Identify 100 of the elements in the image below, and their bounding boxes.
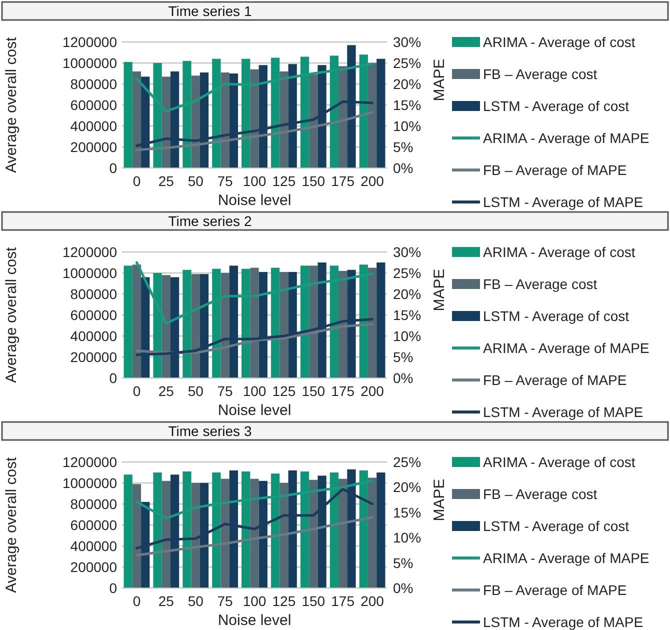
bar	[124, 474, 132, 588]
y2-tick-label: 10%	[393, 328, 422, 344]
bar	[376, 262, 386, 378]
x-tick-label: 175	[331, 173, 355, 189]
x-tick-label: 125	[272, 383, 296, 399]
y-tick-label: 0	[109, 580, 118, 596]
bar	[124, 62, 132, 168]
chart-title: Time series 1	[168, 3, 252, 19]
x-tick-label: 0	[132, 383, 141, 399]
y-tick-label: 200000	[70, 139, 118, 155]
bar	[162, 275, 170, 378]
x-tick-label: 150	[302, 593, 326, 609]
bar	[191, 76, 200, 168]
bar	[124, 266, 132, 378]
y2-tick-label: 30%	[393, 34, 422, 50]
x-tick-label: 50	[188, 593, 204, 609]
legend-label: ARIMA - Average of cost	[483, 244, 636, 260]
x-tick-label: 25	[158, 593, 174, 609]
y2-tick-label: 25%	[393, 265, 422, 281]
x-axis-title: Noise level	[218, 192, 292, 209]
y-tick-label: 200000	[70, 559, 118, 575]
bar	[220, 273, 230, 378]
bar	[191, 274, 200, 378]
bar	[338, 66, 348, 168]
x-tick-label: 125	[272, 173, 296, 189]
y2-tick-label: 25%	[393, 55, 422, 71]
y-tick-label: 600000	[70, 307, 118, 323]
legend-label: LSTM - Average of cost	[483, 308, 630, 324]
x-tick-label: 125	[272, 593, 296, 609]
bar	[250, 478, 259, 588]
legend-label: LSTM - Average of MAPE	[483, 404, 644, 420]
bar	[191, 483, 200, 588]
x-tick-label: 75	[217, 593, 234, 609]
y2-tick-label: 20%	[393, 479, 422, 496]
x-tick-label: 175	[331, 383, 355, 399]
x-tick-label: 25	[158, 383, 174, 399]
y2-tick-label: 20%	[393, 286, 422, 302]
x-tick-label: 150	[302, 383, 326, 399]
legend-label: ARIMA - Average of MAPE	[483, 340, 650, 356]
y2-tick-label: 25%	[393, 454, 422, 470]
x-tick-label: 175	[331, 593, 355, 609]
y-tick-label: 1000000	[62, 265, 118, 281]
y-axis-title: Average overall cost	[3, 246, 20, 383]
y-tick-label: 200000	[70, 349, 118, 365]
bar	[309, 480, 318, 588]
y2-tick-label: 0%	[393, 370, 414, 386]
bar	[162, 480, 170, 588]
legend-label: FB – Average of MAPE	[483, 162, 627, 178]
y-tick-label: 600000	[70, 97, 118, 113]
y2-tick-label: 30%	[393, 244, 422, 260]
x-tick-label: 75	[217, 383, 234, 399]
bar	[376, 58, 386, 168]
y2-tick-label: 15%	[393, 504, 422, 520]
bar	[132, 71, 142, 168]
y-tick-label: 400000	[70, 538, 118, 554]
bar	[132, 484, 142, 588]
y-tick-label: 1000000	[62, 475, 118, 491]
x-tick-label: 100	[242, 593, 266, 609]
legend-label: ARIMA - Average of cost	[483, 34, 636, 50]
x-tick-label: 150	[302, 173, 326, 189]
x-tick-label: 200	[360, 593, 384, 609]
legend-label: FB – Average of MAPE	[483, 582, 627, 598]
y-tick-label: 800000	[70, 496, 118, 512]
y-axis-title: Average overall cost	[3, 36, 20, 173]
y-tick-label: 1200000	[62, 454, 118, 470]
y-tick-label: 1000000	[62, 55, 118, 71]
y-tick-label: 800000	[70, 286, 118, 302]
chart-title: Time series 2	[168, 213, 252, 229]
legend-label: LSTM - Average of cost	[483, 98, 630, 114]
bar	[220, 72, 230, 168]
y2-tick-label: 5%	[393, 554, 414, 571]
bar	[368, 268, 377, 378]
legend-label: FB – Average cost	[483, 486, 598, 502]
bar	[220, 478, 230, 588]
legend-label: LSTM - Average of cost	[483, 518, 630, 534]
legend-label: LSTM - Average of MAPE	[483, 194, 644, 210]
y-axis-title: Average overall cost	[3, 456, 20, 593]
bar	[250, 268, 259, 378]
y2-tick-label: 0%	[393, 580, 414, 596]
bar	[309, 74, 318, 168]
legend-label: ARIMA - Average of cost	[483, 454, 636, 470]
line-series	[135, 110, 374, 152]
x-tick-label: 0	[132, 173, 141, 189]
y-tick-label: 800000	[70, 76, 118, 92]
bar	[250, 69, 259, 168]
y2-tick-label: 15%	[393, 307, 422, 323]
x-tick-label: 100	[242, 383, 266, 399]
x-tick-label: 75	[217, 173, 234, 189]
y2-axis-title: MAPE	[431, 268, 448, 312]
y2-tick-label: 15%	[393, 97, 422, 113]
y2-axis-title: MAPE	[431, 478, 448, 522]
bar	[368, 478, 377, 588]
x-tick-label: 50	[188, 173, 204, 189]
bar	[338, 478, 348, 588]
x-tick-label: 50	[188, 383, 204, 399]
legend-label: LSTM - Average of MAPE	[483, 614, 644, 630]
bar	[376, 472, 386, 588]
line-series	[135, 516, 374, 556]
y2-axis-title: MAPE	[431, 58, 448, 102]
x-axis-title: Noise level	[218, 612, 292, 629]
